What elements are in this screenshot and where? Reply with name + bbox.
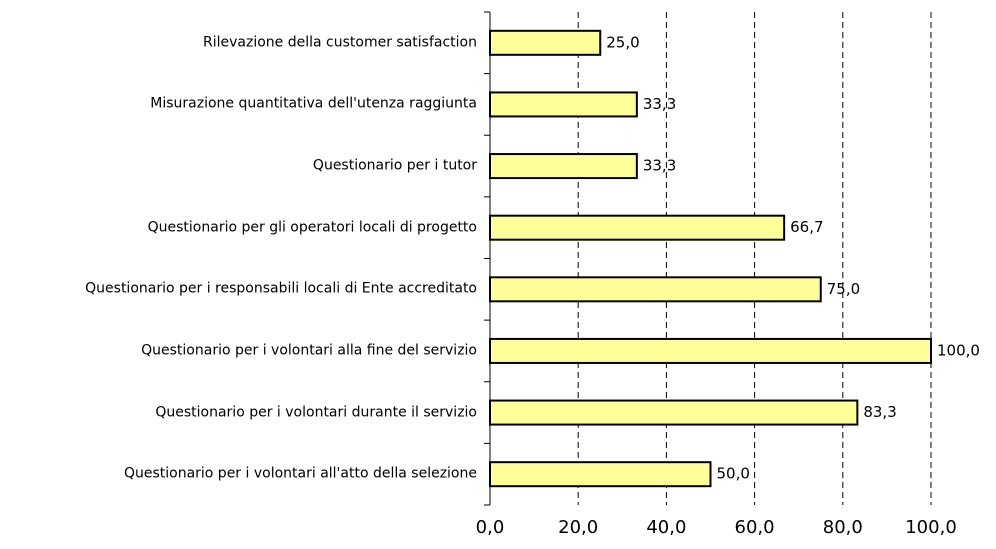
category-label: Questionario per i volontari alla fine d…	[141, 342, 477, 359]
value-label: 75,0	[827, 280, 860, 298]
value-label: 66,7	[790, 218, 823, 236]
category-label: Misurazione quantitativa dell'utenza rag…	[150, 95, 477, 112]
category-label: Questionario per gli operatori locali di…	[147, 219, 477, 236]
bar	[489, 461, 712, 488]
x-tick-label: 20,0	[558, 517, 598, 538]
value-label: 50,0	[717, 465, 750, 483]
value-label: 83,3	[863, 403, 896, 421]
value-label: 33,3	[643, 157, 676, 175]
value-label: 33,3	[643, 95, 676, 113]
x-tick-label: 60,0	[735, 517, 775, 538]
bar	[489, 214, 786, 241]
value-label: 100,0	[937, 341, 980, 359]
x-tick-label: 40,0	[646, 517, 686, 538]
bar	[489, 91, 638, 118]
bar	[489, 337, 932, 364]
bar	[489, 29, 602, 56]
bar	[489, 276, 822, 303]
value-label: 25,0	[606, 33, 639, 51]
category-label: Questionario per i responsabili locali d…	[85, 280, 477, 297]
x-tick-label: 80,0	[823, 517, 863, 538]
category-label: Rilevazione della customer satisfaction	[203, 34, 477, 51]
bar	[489, 399, 859, 426]
category-label: Questionario per i tutor	[312, 157, 477, 174]
x-tick-label: 0,0	[476, 517, 505, 538]
bar	[489, 153, 638, 180]
category-label: Questionario per i volontari durante il …	[155, 404, 477, 421]
category-label: Questionario per i volontari all'atto de…	[123, 465, 477, 482]
x-tick-label: 100,0	[905, 517, 957, 538]
